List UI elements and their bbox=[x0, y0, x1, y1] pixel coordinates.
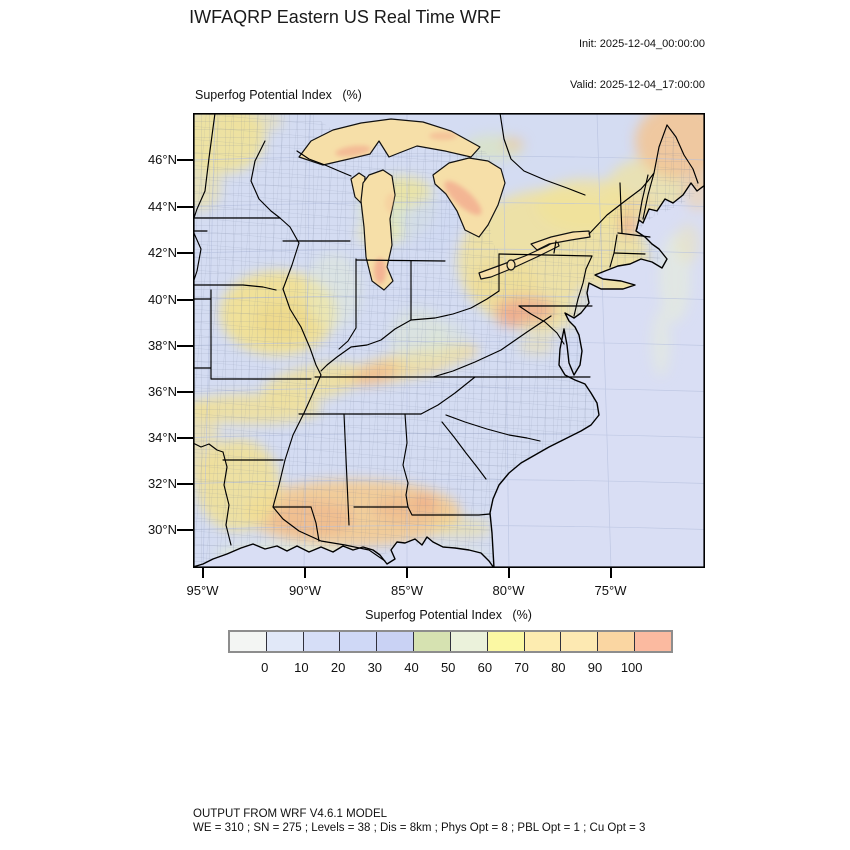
colorbar-cell bbox=[597, 632, 635, 651]
colorbar-title: Superfog Potential Index (%) bbox=[365, 608, 532, 622]
colorbar-cell bbox=[376, 632, 414, 651]
colorbar-tick-label: 0 bbox=[261, 660, 269, 675]
lon-tick-label: 90°W bbox=[289, 583, 321, 598]
colorbar-cell bbox=[339, 632, 377, 651]
lon-tick-label: 95°W bbox=[186, 583, 219, 598]
lat-tick-label: 36°N bbox=[147, 383, 177, 399]
lon-tick bbox=[201, 568, 204, 578]
colorbar-tick-label: 20 bbox=[330, 660, 346, 675]
lat-tick-label: 38°N bbox=[147, 337, 177, 353]
lat-tick bbox=[177, 159, 193, 161]
lat-tick bbox=[177, 252, 193, 254]
lat-tick-label: 44°N bbox=[147, 198, 177, 214]
init-time: Init: 2025-12-04_00:00:00 bbox=[579, 38, 705, 50]
map-frame bbox=[193, 113, 705, 568]
lake-ontario bbox=[530, 230, 591, 251]
colorbar-tick-label: 90 bbox=[587, 660, 603, 675]
lon-tick-label: 75°W bbox=[594, 583, 627, 598]
lat-tick bbox=[177, 528, 193, 531]
colorbar-tick-label: 50 bbox=[440, 660, 456, 675]
colorbar-tick-label: 10 bbox=[294, 660, 309, 675]
lon-tick-label: 85°W bbox=[391, 583, 423, 598]
colorbar-cell bbox=[486, 632, 524, 651]
lat-tick-label: 34°N bbox=[147, 429, 177, 445]
lon-tick bbox=[304, 568, 306, 578]
lat-tick-label: 42°N bbox=[147, 245, 177, 260]
lat-tick bbox=[177, 205, 193, 208]
lat-tick-label: 32°N bbox=[147, 475, 177, 491]
field-label: Superfog Potential Index (%) bbox=[195, 88, 362, 102]
colorbar-cell bbox=[265, 632, 303, 651]
colorbar-cell bbox=[560, 632, 598, 651]
colorbar-tick-label: 60 bbox=[477, 660, 493, 675]
lat-tick bbox=[177, 344, 193, 347]
colorbar-tick-label: 40 bbox=[404, 660, 419, 675]
valid-time: Valid: 2025-12-04_17:00:00 bbox=[570, 78, 705, 91]
lat-tick bbox=[177, 482, 193, 485]
lat-tick-label: 46°N bbox=[147, 152, 177, 167]
colorbar-cell bbox=[634, 632, 671, 651]
model-info-line1: OUTPUT FROM WRF V4.6.1 MODEL bbox=[193, 808, 388, 820]
lon-tick bbox=[609, 568, 612, 578]
colorbar-cell bbox=[230, 632, 266, 651]
colorbar-tick-label: 70 bbox=[514, 660, 529, 675]
colorbar-cell bbox=[302, 632, 340, 651]
lon-tick-label: 80°W bbox=[492, 583, 525, 598]
run-timestamps: Init: 2025-12-04_00:00:00 Valid: 2025-12… bbox=[570, 11, 705, 119]
lon-tick bbox=[406, 568, 408, 578]
lat-tick bbox=[177, 298, 193, 301]
lat-tick bbox=[177, 436, 193, 439]
colorbar-cell bbox=[523, 632, 561, 651]
page-title: IWFAQRP Eastern US Real Time WRF bbox=[189, 7, 501, 27]
colorbar-cell bbox=[449, 632, 487, 651]
colorbar-tick-label: 80 bbox=[551, 660, 566, 675]
colorbar-cell bbox=[413, 632, 450, 651]
lat-tick bbox=[177, 390, 193, 393]
model-info-line2: WE = 310 ; SN = 275 ; Levels = 38 ; Dis … bbox=[193, 822, 646, 834]
state-borders bbox=[193, 113, 699, 562]
lon-tick bbox=[507, 568, 510, 578]
map-canvas bbox=[193, 113, 705, 568]
lake-st-clair bbox=[506, 259, 516, 271]
colorbar bbox=[228, 630, 673, 653]
colorbar-tick-label: 30 bbox=[367, 660, 383, 675]
lat-tick-label: 30°N bbox=[147, 521, 177, 537]
colorbar-tick-label: 100 bbox=[620, 660, 643, 675]
lat-tick-label: 40°N bbox=[147, 291, 177, 307]
